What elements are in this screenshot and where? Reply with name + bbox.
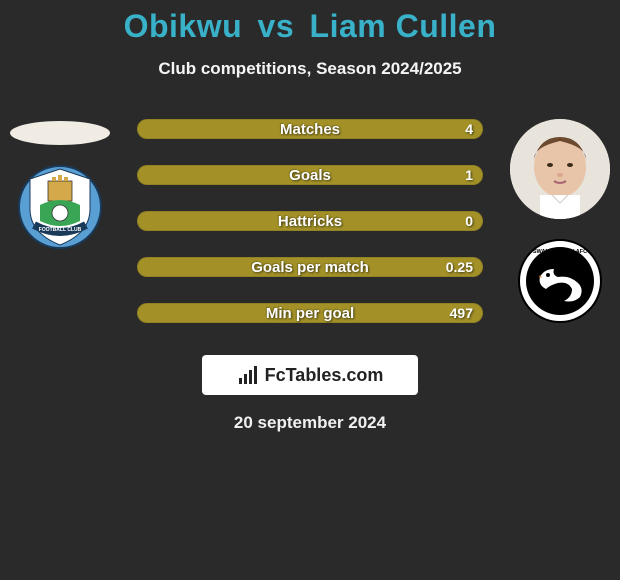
vs-text: vs: [258, 8, 295, 44]
stat-right-value: 497: [450, 305, 473, 321]
comparison-card: Obikwu vs Liam Cullen Club competitions,…: [0, 0, 620, 433]
stat-row-min-per-goal: Min per goal 497: [137, 303, 483, 323]
stat-label: Goals: [289, 167, 331, 184]
player2-face-icon: [510, 119, 610, 219]
stat-rows: Matches 4 Goals 1 Hattricks 0 Goals per …: [137, 119, 483, 323]
svg-text:SWANSEA CITY AFC: SWANSEA CITY AFC: [533, 249, 587, 255]
stat-right-value: 0.25: [446, 259, 473, 275]
stat-right-value: 1: [465, 167, 473, 183]
stats-area: FOOTBALL CLUB: [0, 119, 620, 433]
stat-row-matches: Matches 4: [137, 119, 483, 139]
player1-photo: [10, 121, 110, 145]
stat-label: Min per goal: [266, 305, 354, 322]
right-player-column: SWANSEA CITY AFC: [510, 119, 610, 323]
stat-row-goals: Goals 1: [137, 165, 483, 185]
brand-badge: FcTables.com: [202, 355, 418, 395]
stat-right-value: 0: [465, 213, 473, 229]
brand-text: FcTables.com: [265, 365, 384, 386]
player2-photo: [510, 119, 610, 219]
swansea-badge-icon: SWANSEA CITY AFC: [518, 239, 602, 323]
chart-icon: [237, 364, 259, 386]
player1-club-badge: FOOTBALL CLUB: [18, 165, 102, 249]
stat-label: Hattricks: [278, 213, 342, 230]
coventry-badge-icon: FOOTBALL CLUB: [18, 165, 102, 249]
stat-label: Matches: [280, 121, 340, 138]
footer-date: 20 september 2024: [0, 413, 620, 433]
stat-row-goals-per-match: Goals per match 0.25: [137, 257, 483, 277]
subtitle: Club competitions, Season 2024/2025: [0, 59, 620, 79]
player2-name: Liam Cullen: [310, 8, 497, 44]
player1-name: Obikwu: [124, 8, 243, 44]
comparison-title: Obikwu vs Liam Cullen: [0, 8, 620, 45]
svg-text:FOOTBALL CLUB: FOOTBALL CLUB: [39, 227, 82, 233]
stat-label: Goals per match: [251, 259, 369, 276]
stat-right-value: 4: [465, 121, 473, 137]
left-player-column: FOOTBALL CLUB: [10, 119, 110, 249]
player2-club-badge: SWANSEA CITY AFC: [518, 239, 602, 323]
stat-row-hattricks: Hattricks 0: [137, 211, 483, 231]
